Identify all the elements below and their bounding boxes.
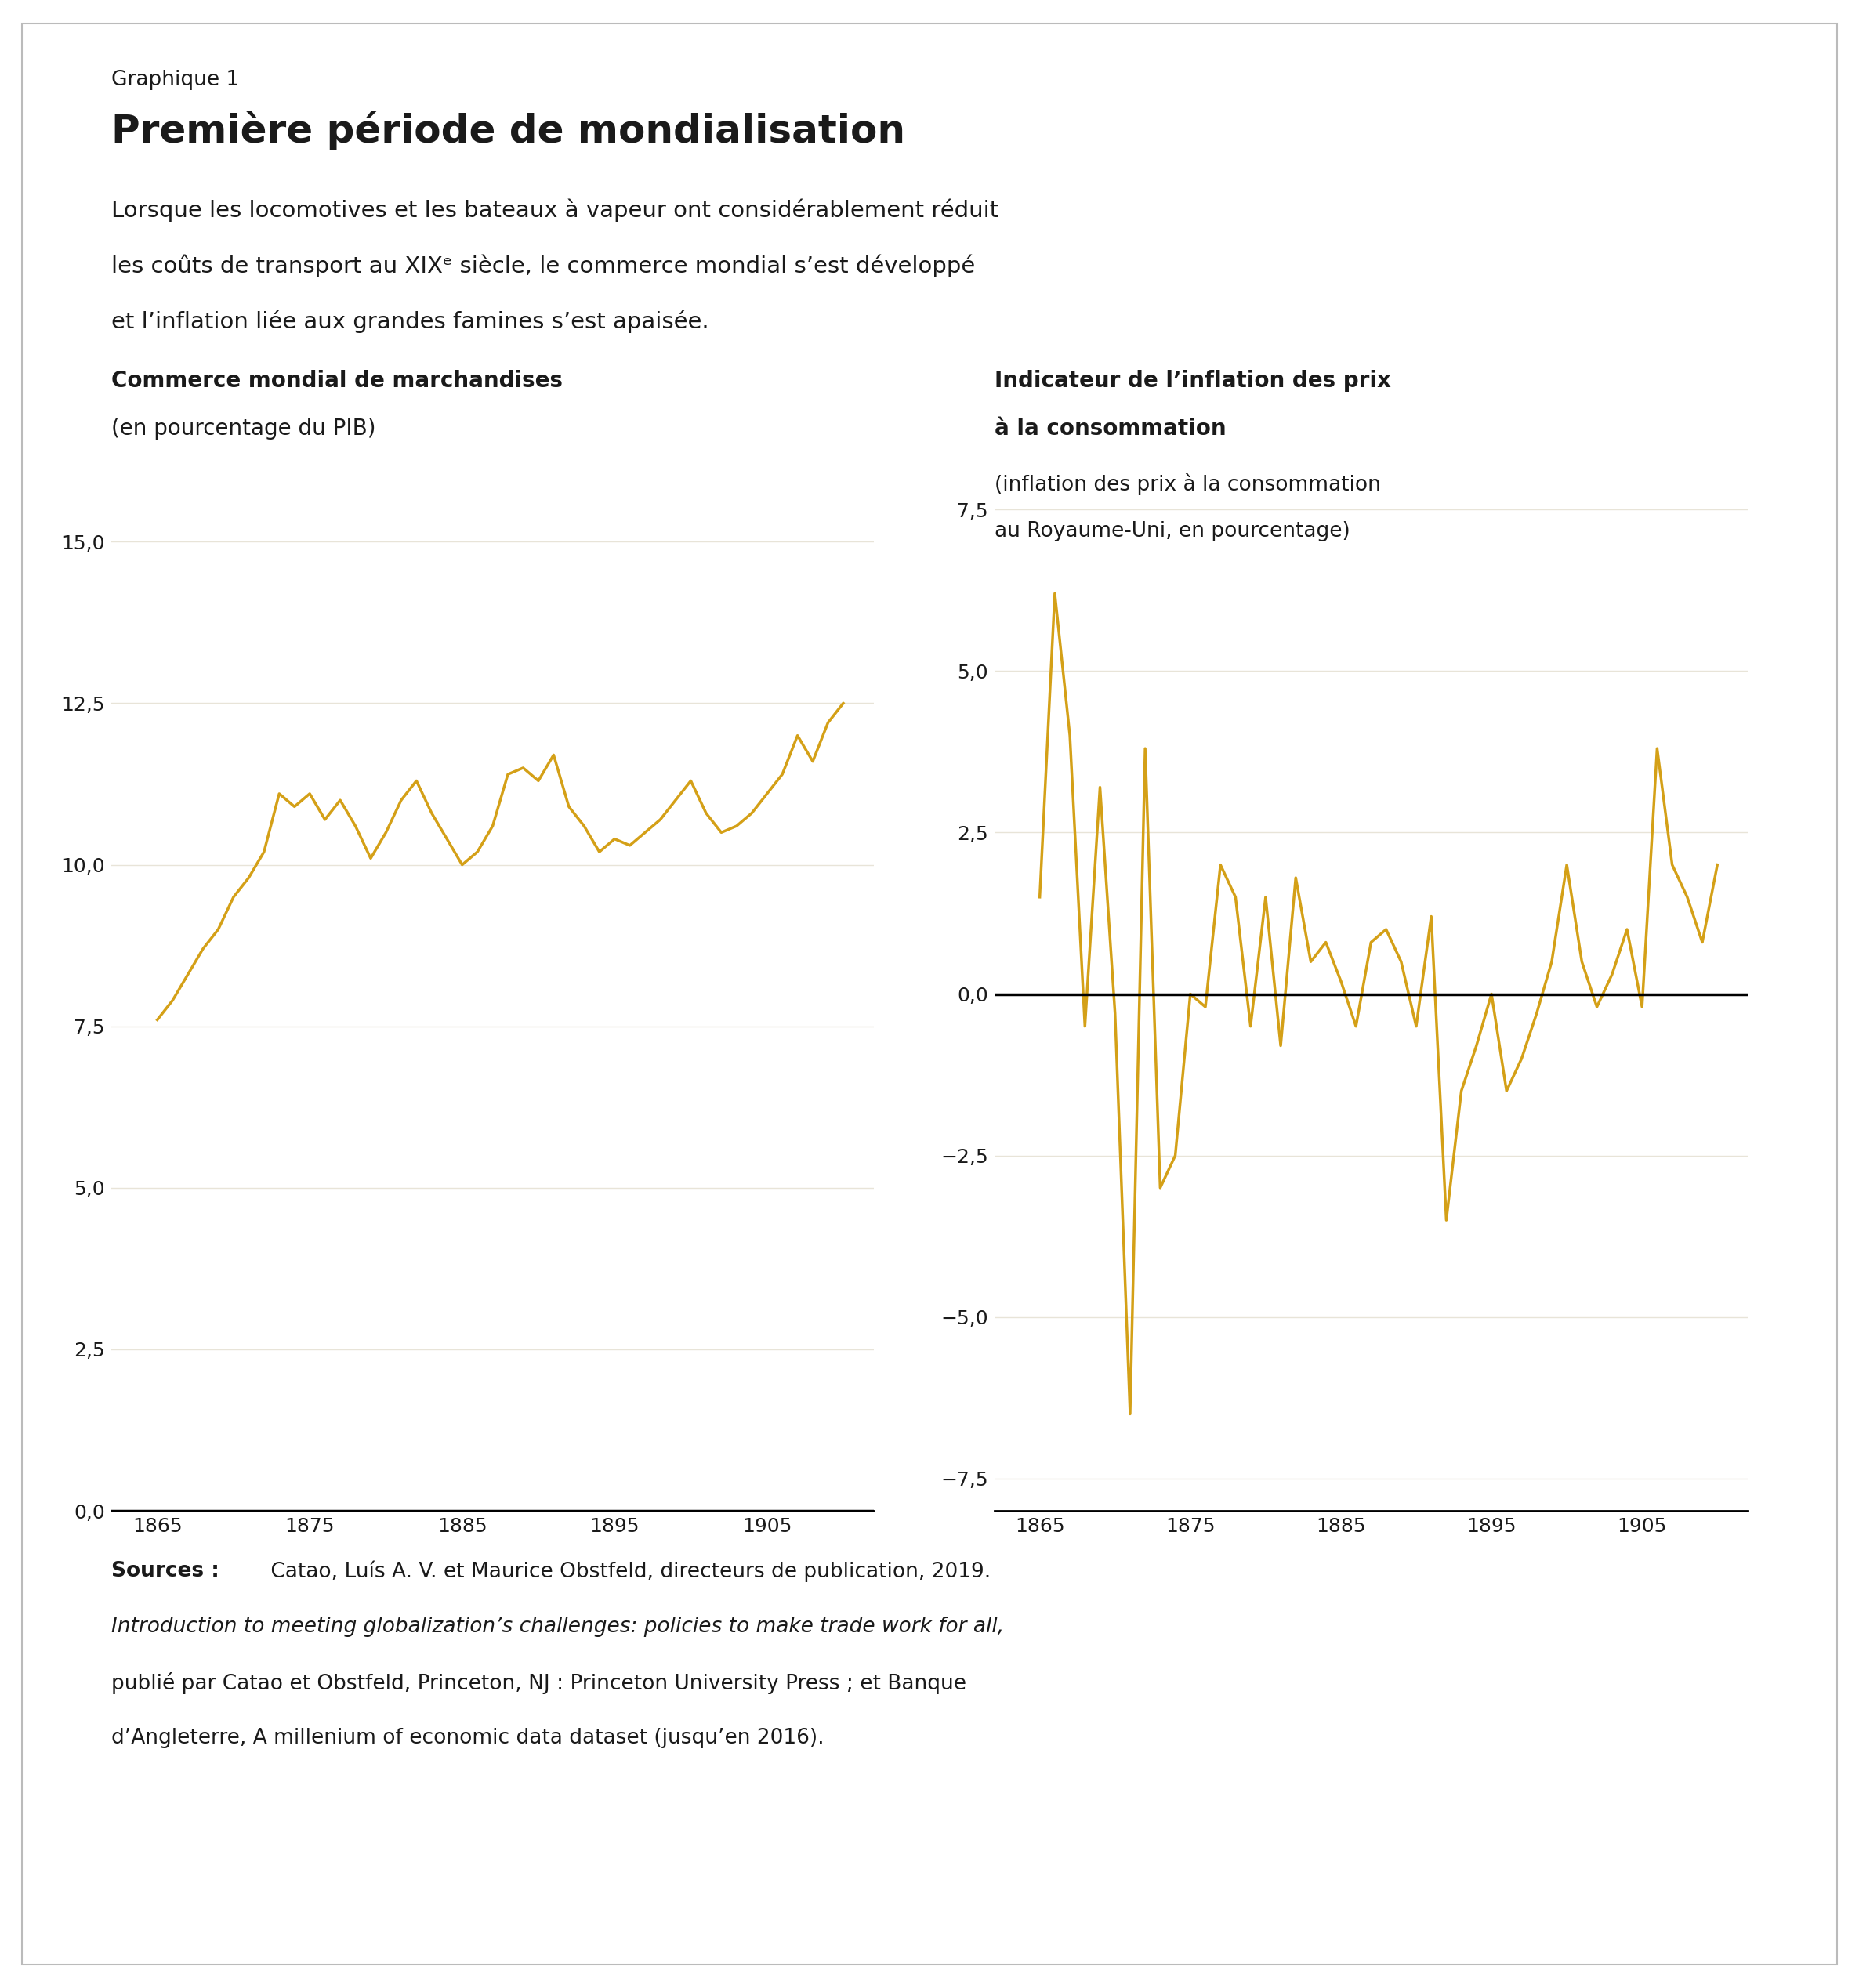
Text: publié par Catao et Obstfeld, Princeton, NJ : Princeton University Press ; et Ba: publié par Catao et Obstfeld, Princeton,…	[112, 1672, 967, 1694]
Text: Lorsque les locomotives et les bateaux à vapeur ont considérablement réduit: Lorsque les locomotives et les bateaux à…	[112, 199, 998, 223]
Text: Introduction to meeting globalization’s challenges: policies to make trade work : Introduction to meeting globalization’s …	[112, 1616, 1004, 1636]
Text: à la consommation: à la consommation	[995, 417, 1227, 439]
Text: les coûts de transport au XIXᵉ siècle, le commerce mondial s’est développé: les coûts de transport au XIXᵉ siècle, l…	[112, 254, 976, 278]
Text: au Royaume-Uni, en pourcentage): au Royaume-Uni, en pourcentage)	[995, 521, 1350, 541]
Text: d’Angleterre, A millenium of economic data dataset (jusqu’en 2016).: d’Angleterre, A millenium of economic da…	[112, 1728, 824, 1747]
Text: Première période de mondialisation: Première période de mondialisation	[112, 111, 905, 151]
Text: Commerce mondial de marchandises: Commerce mondial de marchandises	[112, 370, 563, 392]
Text: Graphique 1: Graphique 1	[112, 70, 240, 89]
Text: Catao, Luís A. V. et Maurice Obstfeld, directeurs de publication, 2019.: Catao, Luís A. V. et Maurice Obstfeld, d…	[264, 1561, 991, 1582]
Text: et l’inflation liée aux grandes famines s’est apaisée.: et l’inflation liée aux grandes famines …	[112, 310, 710, 334]
Text: Sources :: Sources :	[112, 1561, 219, 1580]
Text: (inflation des prix à la consommation: (inflation des prix à la consommation	[995, 473, 1381, 495]
Text: (en pourcentage du PIB): (en pourcentage du PIB)	[112, 417, 376, 439]
Text: Indicateur de l’inflation des prix: Indicateur de l’inflation des prix	[995, 370, 1391, 392]
